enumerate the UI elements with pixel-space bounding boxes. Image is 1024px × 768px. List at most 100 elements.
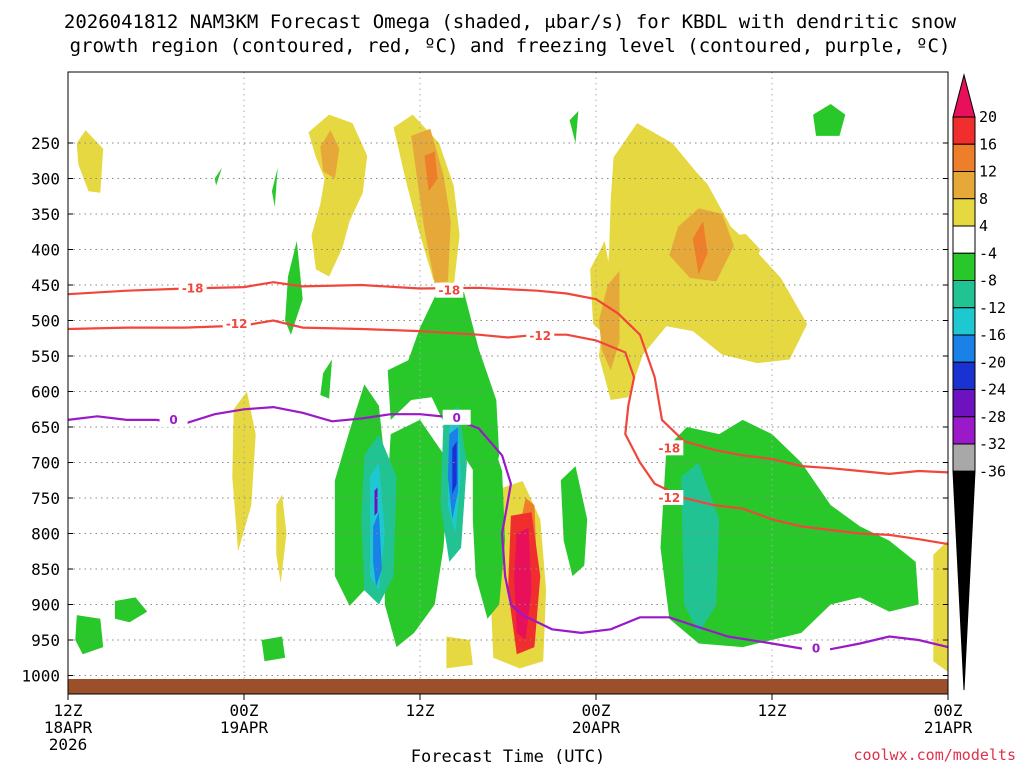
- chart-title-line1: 2026041812 NAM3KM Forecast Omega (shaded…: [64, 11, 957, 33]
- colorbar-segment: [952, 116, 976, 145]
- colorbar-segment: [952, 361, 976, 390]
- y-tick-label: 950: [31, 631, 60, 650]
- y-tick-label: 650: [31, 418, 60, 437]
- omega-region: [452, 441, 457, 495]
- colorbar-tick-label: 12: [979, 163, 997, 181]
- y-tick-label: 250: [31, 134, 60, 153]
- omega-region: [261, 636, 286, 662]
- colorbar-bottom-arrow: [952, 470, 976, 691]
- omega-region: [75, 615, 104, 655]
- x-tick-label: 12Z: [406, 701, 435, 720]
- omega-region: [374, 487, 378, 516]
- freezing-0-contour: [67, 405, 949, 651]
- omega-shading-layer: [75, 104, 948, 672]
- colorbar: 20 16 12 8 4 -4 -8 -12 -16 -20 -24 -28 -32 -36: [952, 73, 1006, 691]
- dgz-minus12-label-bg: [655, 490, 684, 505]
- y-tick-label: 550: [31, 347, 60, 366]
- dgz-minus12-label-bg: [222, 316, 251, 332]
- omega-region: [446, 636, 473, 669]
- colorbar-segment: [952, 389, 976, 418]
- y-tick-label: 850: [31, 560, 60, 579]
- dgz-minus18-label-bg: [435, 282, 464, 298]
- omega-region: [598, 270, 620, 371]
- colorbar-tick-label: -12: [979, 299, 1006, 317]
- x-tick-label: 00Z: [582, 701, 611, 720]
- x-tick-label: 21APR: [924, 718, 973, 737]
- x-tick-label: 12Z: [54, 701, 83, 720]
- dgz-minus18-contour: [67, 281, 949, 476]
- x-tick-label: 2026: [49, 735, 88, 754]
- y-tick-label: 800: [31, 525, 60, 544]
- colorbar-top-arrow: [952, 73, 976, 118]
- omega-region: [424, 151, 438, 192]
- omega-region: [692, 221, 708, 275]
- colorbar-tick-label: 8: [979, 190, 988, 208]
- omega-region: [214, 167, 222, 186]
- plot-frame: [67, 71, 949, 695]
- ground-surface: [68, 679, 948, 694]
- y-tick-label: 300: [31, 170, 60, 189]
- dgz-minus12-label: -12: [529, 329, 551, 343]
- omega-region: [276, 494, 287, 584]
- y-axis: 250 300 350 400 450 500 550 600 650 700 750 800 850 9…: [21, 134, 948, 686]
- freezing-0-label-bg: [802, 640, 830, 656]
- colorbar-segment: [952, 307, 976, 336]
- contour-layer: -18 -18 -18 -12 -12 -12 0 0 0: [67, 280, 949, 656]
- grid-layer: [68, 72, 948, 679]
- freezing-0-label: 0: [169, 413, 177, 427]
- x-tick-label: 00Z: [230, 701, 259, 720]
- chart-title-line2: growth region (contoured, red, ºC) and f…: [70, 35, 951, 57]
- dgz-minus12-label-bg: [526, 328, 555, 344]
- omega-region: [232, 391, 256, 552]
- colorbar-segment: [952, 198, 976, 227]
- colorbar-segment: [952, 252, 976, 281]
- y-tick-label: 700: [31, 454, 60, 473]
- x-tick-label: 18APR: [44, 718, 93, 737]
- omega-region: [320, 130, 340, 179]
- colorbar-tick-label: 16: [979, 135, 997, 153]
- dgz-minus18-label-bg: [655, 440, 684, 456]
- omega-region: [308, 114, 368, 277]
- y-tick-label: 600: [31, 383, 60, 402]
- colorbar-segment: [952, 143, 976, 172]
- freezing-0-label: 0: [452, 411, 460, 425]
- freezing-0-label: 0: [812, 642, 820, 656]
- colorbar-segment: [952, 334, 976, 363]
- colorbar-segment: [952, 416, 976, 445]
- colorbar-segment: [952, 171, 976, 200]
- dgz-minus12-label: -12: [226, 317, 248, 331]
- dgz-minus18-label: -18: [658, 441, 680, 455]
- omega-region: [271, 167, 278, 207]
- dgz-minus18-label: -18: [438, 284, 460, 298]
- omega-region: [76, 130, 104, 193]
- colorbar-tick-label: -4: [979, 244, 997, 262]
- freezing-0-label-bg: [442, 409, 471, 425]
- x-tick-label: 00Z: [934, 701, 963, 720]
- omega-region: [560, 466, 588, 577]
- y-tick-label: 400: [31, 241, 60, 260]
- y-tick-label: 900: [31, 596, 60, 615]
- y-tick-label: 450: [31, 276, 60, 295]
- x-axis-label: Forecast Time (UTC): [411, 747, 605, 767]
- colorbar-segment: [952, 443, 976, 472]
- y-tick-label: 750: [31, 489, 60, 508]
- y-tick-label: 1000: [21, 667, 60, 686]
- x-tick-label: 12Z: [758, 701, 787, 720]
- colorbar-tick-label: 20: [979, 108, 997, 126]
- y-tick-label: 350: [31, 205, 60, 224]
- omega-region: [813, 104, 846, 136]
- omega-region: [384, 419, 450, 648]
- credit-text[interactable]: coolwx.com/modelts: [853, 746, 1016, 764]
- colorbar-segment: [952, 225, 976, 254]
- y-tick-label: 500: [31, 312, 60, 331]
- colorbar-tick-label: -8: [979, 272, 997, 290]
- omega-region: [569, 111, 579, 143]
- dgz-minus12-contour: [67, 319, 949, 546]
- dgz-minus12-label: -12: [658, 491, 680, 505]
- freezing-0-label-bg: [159, 411, 188, 427]
- colorbar-tick-label: -36: [979, 462, 1006, 480]
- colorbar-tick-label: -28: [979, 408, 1006, 426]
- omega-region: [933, 540, 948, 672]
